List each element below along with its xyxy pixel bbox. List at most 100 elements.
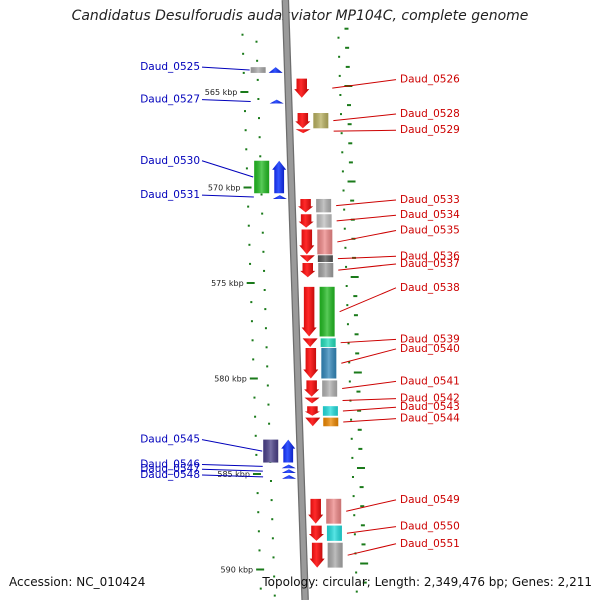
cog-box-shade [316,214,332,228]
forward-gene-arrow [281,464,296,469]
reverse-gene-leader [339,287,397,313]
reverse-gene-leader [333,129,397,132]
map-title: Candidatus Desulforudis audaxviator MP10… [71,8,529,24]
cog-box-shade [317,255,333,262]
reverse-gene-arrow [294,78,310,98]
cog-box-shade [263,439,279,463]
forward-gene-leader [201,194,254,198]
reverse-gene-label: Daud_0540 [400,343,460,355]
reverse-gene-label: Daud_0534 [400,209,460,221]
forward-gene-label: Daud_0545 [140,434,200,446]
forward-gene-label: Daud_0547 [140,463,200,475]
forward-gene-leader [201,468,263,472]
backbone-line [282,0,308,600]
reverse-gene-label: Daud_0538 [400,282,460,294]
reverse-gene-arrow [304,397,320,404]
forward-gene-arrow [269,99,284,104]
reverse-gene-arrow [308,525,324,541]
forward-gene-label: Daud_0525 [140,61,200,73]
reverse-gene-leader [333,113,397,122]
reverse-gene-label: Daud_0539 [400,333,460,345]
reverse-gene-leader [343,418,397,423]
reverse-gene-label: Daud_0528 [400,108,460,120]
cog-box-shade [323,417,339,427]
reverse-gene-leader [341,348,397,364]
reverse-gene-leader [340,338,397,344]
scale-label: 575 kbp [211,279,244,288]
backbone [281,0,309,600]
cog-box-shade [317,229,333,255]
reverse-gene-arrow [308,498,324,524]
reverse-gene-arrow [301,286,317,337]
gene-labels: 565 kbp 570 kbp 575 kbp 580 kbp 585 kbp 590 k… [140,61,460,574]
reverse-gene-arrow [298,198,314,213]
reverse-gene-arrow [309,542,325,568]
reverse-gene-label: Daud_0541 [400,375,460,387]
scale-label: 590 kbp [221,566,254,575]
reverse-gene-label: Daud_0542 [400,393,460,405]
reverse-gene-leader [342,406,397,412]
cog-box-shade [254,160,270,194]
scale-ticks [240,27,369,597]
forward-gene-label: Daud_0530 [140,155,200,167]
reverse-gene-label: Daud_0537 [400,258,460,270]
gene-features [250,67,343,568]
reverse-gene-leader [337,255,397,260]
reverse-gene-label: Daud_0526 [400,74,460,86]
reverse-gene-arrow [304,380,320,397]
reverse-gene-arrow [305,417,321,427]
reverse-gene-leader [336,214,397,222]
forward-gene-arrow [272,195,287,199]
reverse-gene-leader [347,543,397,556]
forward-gene-leader [201,463,263,467]
forward-gene-leader [201,160,254,178]
forward-gene-leader [201,66,250,71]
accession-text: Accession: NC_010424 [9,575,146,589]
reverse-gene-label: Daud_0551 [400,538,460,550]
reverse-gene-arrow [298,214,314,228]
forward-gene-arrow [268,67,283,73]
cog-box-shade [250,67,266,73]
reverse-gene-label: Daud_0550 [400,521,460,533]
reverse-gene-label: Daud_0529 [400,124,460,136]
cog-box-shade [318,262,334,278]
reverse-gene-leader [337,230,397,243]
forward-gene-arrow [281,469,296,474]
scale-label: 565 kbp [205,88,238,97]
forward-gene-leader [201,439,263,452]
cog-box-shade [316,198,332,213]
reverse-gene-arrow [295,129,311,134]
reverse-gene-arrow [295,113,311,129]
forward-gene-leader [201,474,264,478]
cog-box-shade [321,347,337,379]
cog-box-shade [326,525,342,541]
scale-label: 580 kbp [214,375,247,384]
reverse-gene-arrow [299,229,315,255]
reverse-gene-leader [342,380,397,390]
reverse-gene-arrow [299,255,315,262]
reverse-gene-leader [332,79,397,89]
scale-label: 585 kbp [217,470,250,479]
forward-gene-label: Daud_0527 [140,94,200,106]
reverse-gene-leader [336,199,397,207]
cog-box-shade [322,380,338,397]
reverse-gene-arrow [303,347,319,379]
cog-box-shade [326,498,342,524]
reverse-gene-label: Daud_0549 [400,494,460,506]
reverse-gene-arrow [302,338,318,347]
reverse-gene-arrow [300,262,316,278]
forward-gene-label: Daud_0531 [140,189,200,201]
forward-gene-arrow [272,160,287,194]
forward-gene-leader [201,99,251,103]
cog-box-shade [320,338,336,347]
forward-gene-arrow [282,474,297,479]
reverse-gene-label: Daud_0543 [400,401,460,413]
reverse-gene-label: Daud_0536 [400,250,460,262]
forward-gene-label: Daud_0546 [140,458,200,470]
cog-box-shade [322,406,338,416]
reverse-gene-leader [342,398,397,401]
reverse-gene-label: Daud_0544 [400,413,460,425]
reverse-gene-leader [346,499,397,512]
cog-box-shade [327,542,343,568]
